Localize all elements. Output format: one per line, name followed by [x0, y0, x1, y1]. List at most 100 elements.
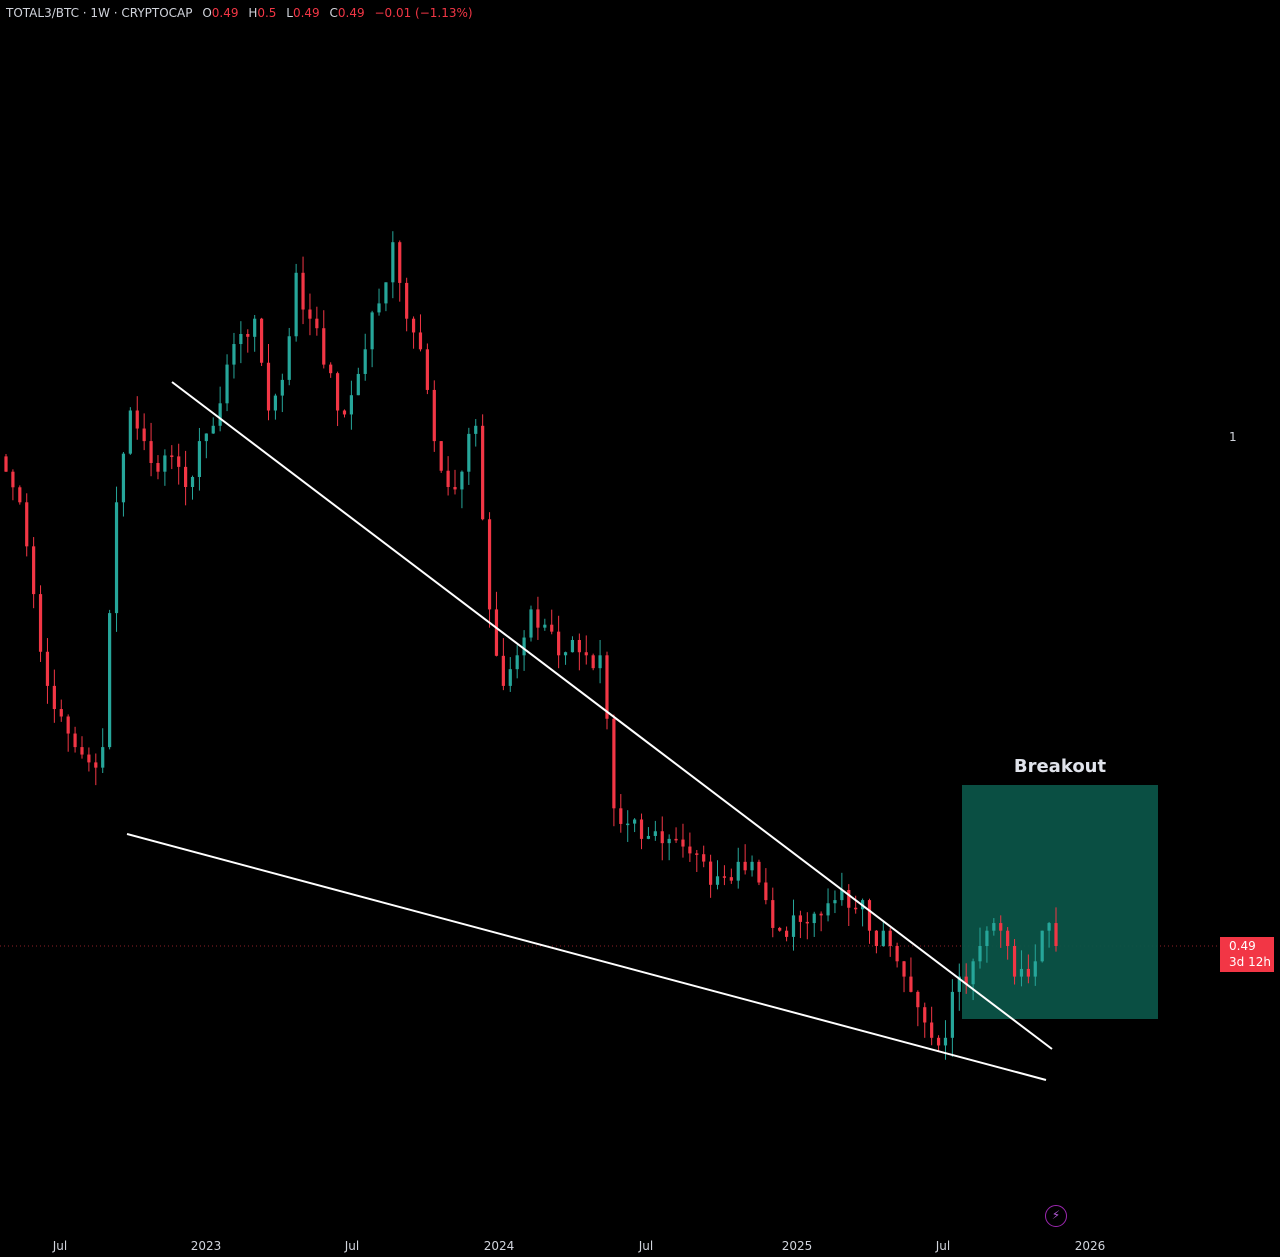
candle-body: [246, 334, 250, 337]
close-value: 0.49: [337, 6, 365, 20]
candle-body: [874, 930, 878, 946]
candle-body: [170, 455, 174, 457]
candle-body: [446, 470, 450, 487]
scale-marker: 1: [1229, 430, 1237, 444]
candle-body: [11, 471, 15, 488]
candle-body: [4, 456, 8, 472]
candle-body: [577, 640, 581, 653]
candle-body: [605, 655, 609, 719]
candle-body: [87, 754, 91, 763]
candle-body: [439, 441, 443, 471]
candle-body: [329, 364, 333, 374]
last-price-badge: 0.49 3d 12h: [1220, 937, 1274, 972]
candle-body: [784, 930, 789, 937]
x-tick-label: Jul: [344, 1239, 360, 1253]
candle-body: [66, 716, 70, 734]
candle-body: [259, 318, 264, 363]
candle-body: [570, 640, 575, 653]
candle-body: [584, 652, 588, 656]
candle-body: [45, 651, 50, 686]
last-price: 0.49: [1229, 939, 1256, 953]
x-tick-label: 2026: [1074, 1239, 1106, 1253]
candle-body: [757, 861, 761, 883]
candle-body: [985, 930, 989, 946]
candle-body: [750, 861, 754, 871]
candle-body: [923, 1007, 927, 1023]
candle-body: [1006, 930, 1010, 946]
open-label: O: [202, 6, 212, 20]
upper-trendline[interactable]: [171, 381, 1053, 1050]
candle-body: [142, 428, 146, 442]
candle-body: [729, 877, 733, 881]
candle-body: [847, 889, 851, 908]
candle-body: [667, 838, 671, 844]
breakout-label[interactable]: Breakout: [1013, 756, 1107, 777]
candle-body: [805, 921, 809, 924]
candle-body: [633, 819, 637, 824]
candle-body: [432, 389, 436, 442]
candle-body: [315, 318, 319, 329]
candle-body: [467, 433, 471, 472]
candle-body: [550, 624, 554, 632]
candle-body: [52, 685, 56, 710]
candle-body: [425, 349, 429, 390]
candle-body: [190, 477, 195, 487]
candle-body: [826, 903, 830, 916]
change-value: −0.01 (−1.13%): [374, 6, 473, 20]
candle-body: [936, 1037, 941, 1046]
candle-body: [1047, 923, 1051, 931]
candle-body: [453, 487, 457, 490]
candle-body: [702, 854, 706, 862]
x-tick-label: 2024: [483, 1239, 515, 1253]
candle-body: [557, 631, 561, 656]
candle-body: [895, 946, 899, 962]
candle-body: [25, 502, 29, 547]
candle-body: [474, 425, 478, 434]
candle-body: [591, 655, 595, 669]
candle-body: [819, 913, 823, 916]
candle-body: [791, 915, 796, 937]
candle-body: [335, 373, 340, 411]
candle-body: [273, 395, 278, 411]
candle-body: [1033, 961, 1037, 977]
candle-body: [992, 923, 996, 931]
breakout-zone[interactable]: [962, 785, 1158, 1019]
candle-body: [225, 364, 229, 404]
candle-body: [94, 762, 98, 768]
candle-body: [626, 823, 630, 826]
x-tick-label: 2025: [781, 1239, 813, 1253]
candle-body: [764, 882, 768, 901]
candle-body: [59, 709, 63, 717]
candle-body: [529, 609, 533, 638]
candle-body: [184, 466, 188, 487]
candle-body: [833, 900, 837, 904]
candle-body: [308, 309, 312, 319]
candle-body: [902, 961, 906, 977]
candle-body: [715, 876, 720, 885]
candle-body: [501, 655, 505, 686]
candle-body: [135, 410, 139, 429]
candle-body: [812, 913, 816, 924]
candle-body: [294, 272, 298, 337]
candle-body: [515, 655, 519, 670]
lower-trendline[interactable]: [126, 833, 1047, 1081]
candle-body: [411, 318, 416, 333]
candle-body: [232, 344, 236, 365]
symbol-title[interactable]: TOTAL3/BTC · 1W · CRYPTOCAP: [6, 6, 193, 20]
candle-body: [674, 838, 678, 841]
candlestick-series-late: [957, 907, 1058, 1011]
candle-body: [971, 961, 975, 985]
x-tick-label: Jul: [52, 1239, 68, 1253]
candle-body: [1026, 968, 1030, 977]
candle-body: [418, 332, 423, 350]
candle-body: [660, 831, 664, 844]
x-tick-label: Jul: [638, 1239, 654, 1253]
lightning-icon[interactable]: ⚡: [1045, 1205, 1067, 1227]
candle-body: [888, 930, 892, 946]
candle-body: [695, 853, 699, 855]
candle-body: [204, 433, 208, 442]
candle-body: [121, 453, 126, 503]
candle-body: [930, 1022, 934, 1038]
low-value: 0.49: [292, 6, 320, 20]
